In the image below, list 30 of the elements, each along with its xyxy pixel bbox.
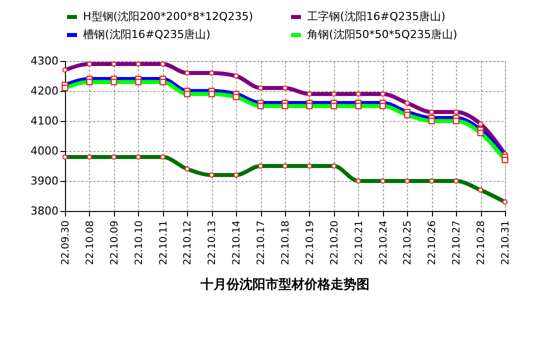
x-tick-label: 22.10.12 (182, 220, 194, 266)
y-tick-label: 3900 (30, 174, 58, 188)
x-tick-label: 22.10.19 (304, 220, 316, 266)
x-tick-label: 22.10.20 (329, 220, 340, 266)
x-tick-label: 22.10.13 (207, 220, 218, 266)
x-tick-label: 22.10.14 (232, 220, 243, 266)
y-tick-label: 4100 (30, 114, 58, 128)
legend-label: 工字钢(沈阳16#Q235唐山) (307, 10, 446, 23)
x-tick-label: 22.10.31 (500, 220, 512, 266)
legend-label: 槽钢(沈阳16#Q235唐山) (83, 28, 210, 41)
x-tick-label: 22.10.11 (158, 220, 170, 266)
x-tick-label: 22.09.30 (60, 220, 72, 266)
text: 十月份沈阳市型材价格走势图 (200, 276, 370, 293)
x-tick-label: 22.10.27 (452, 220, 463, 266)
x-tick-label: 22.10.18 (280, 220, 292, 266)
y-tick-label: 4200 (30, 84, 58, 98)
x-tick-label: 22.10.26 (427, 220, 438, 266)
x-tick-label: 22.10.17 (256, 220, 268, 266)
legend-label: H型钢(沈阳200*200*8*12Q235) (83, 10, 253, 23)
x-tick-label: 22.10.10 (134, 220, 145, 266)
y-tick-label: 4300 (30, 54, 58, 68)
x-tick-label: 22.10.08 (84, 220, 96, 266)
y-tick-label: 4000 (30, 144, 58, 158)
x-tick-label: 22.10.24 (378, 220, 390, 266)
x-tick-label: 22.10.25 (402, 220, 414, 266)
x-tick-label: 22.10.21 (354, 220, 365, 266)
x-tick-label: 22.10.28 (476, 220, 488, 266)
y-tick-label: 3800 (30, 204, 58, 218)
legend-label: 角钢(沈阳50*50*5Q235唐山) (307, 28, 458, 41)
x-tick-label: 22.10.09 (109, 220, 120, 266)
